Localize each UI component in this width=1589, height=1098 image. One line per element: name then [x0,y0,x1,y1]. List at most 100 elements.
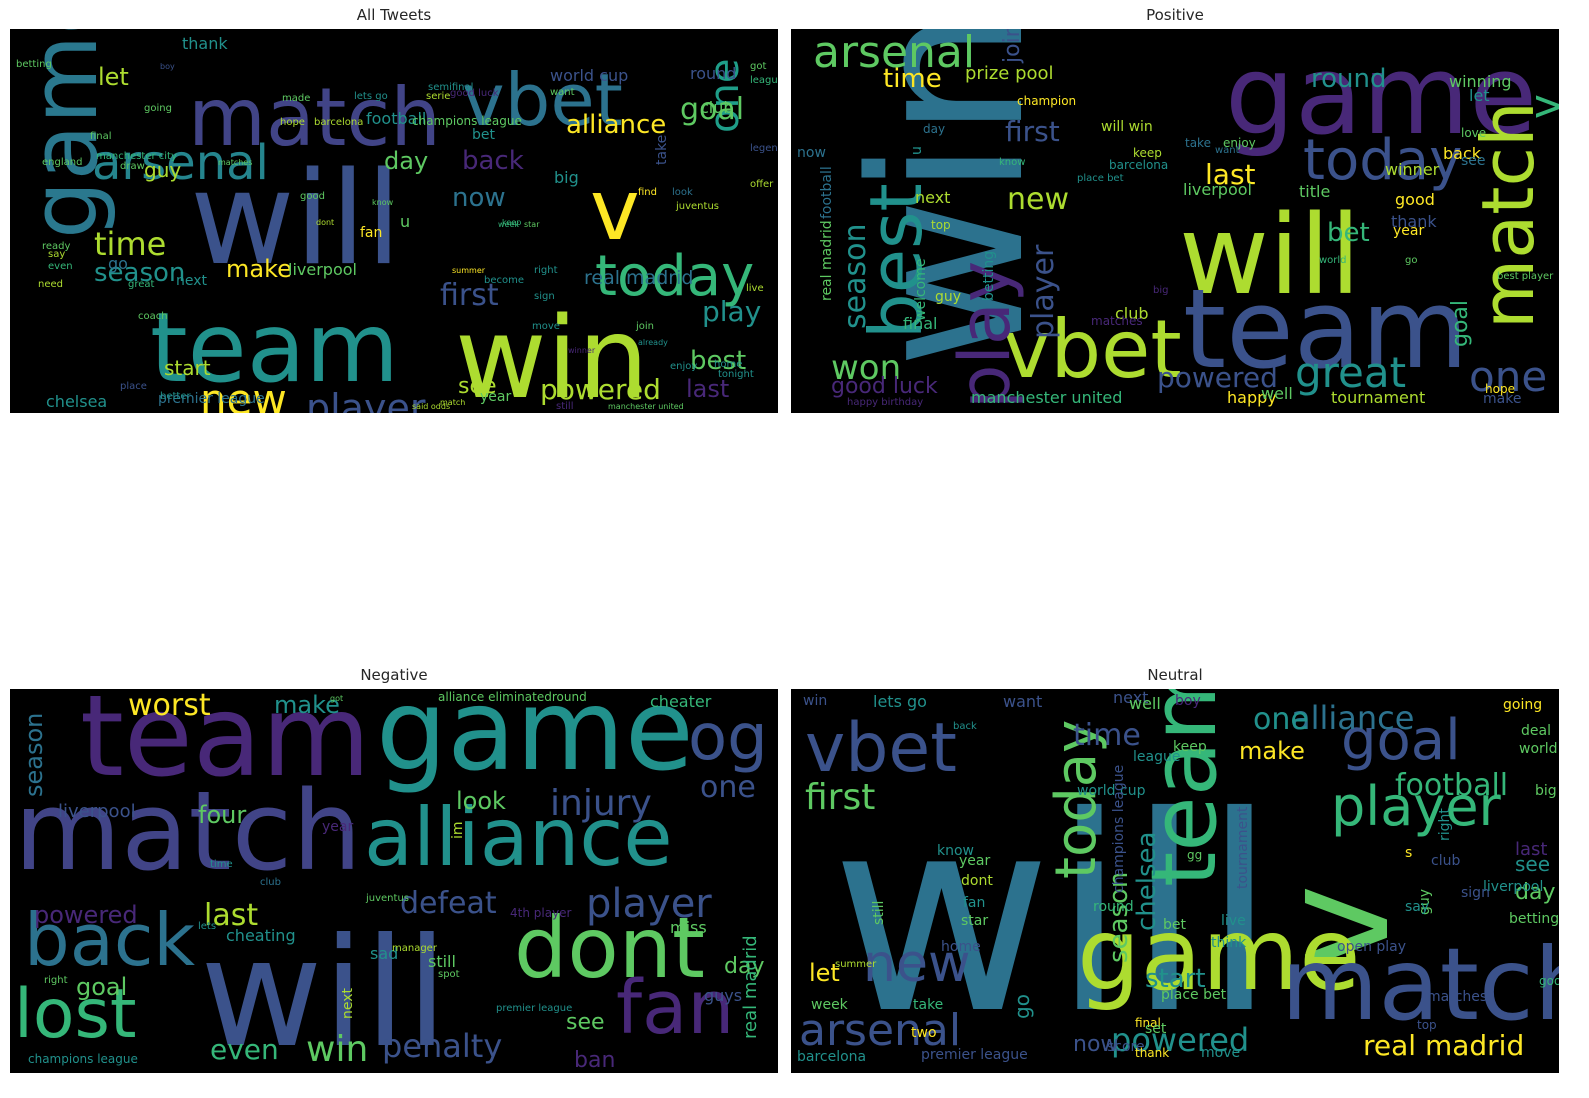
word-two: two [911,1025,937,1041]
word-guy: guy [1417,889,1433,915]
word-win: win [455,294,649,413]
word-join: join [1000,29,1025,64]
word-s: s [1405,845,1412,861]
word-semifinal: semifinal [428,82,473,93]
word-football: football [819,166,835,219]
word-manager: manager [392,943,438,954]
word-miss: miss [670,918,707,937]
word-matches: matches [1091,314,1143,328]
word-ban: ban [574,1048,615,1073]
word-win: win [826,29,1071,369]
word-one: one [700,770,756,805]
word-home: home [714,359,742,370]
title-positive: Positive [1146,6,1204,24]
word-vbet: vbet [1003,303,1182,396]
word-summer: summer [835,959,877,970]
word-enjoy: enjoy [1223,136,1256,150]
word-become: become [484,275,524,286]
word-team: team [80,689,371,802]
word-good: good [300,191,325,202]
word-back: back [462,146,524,176]
word-want: want [1003,692,1042,711]
word-back: back [1443,144,1482,163]
word-real-madrid: real madrid [740,935,761,1039]
word-player: player [586,881,712,927]
word-alliance: alliance [364,791,673,884]
word-im: im [450,821,466,839]
word-dont: dont [514,899,705,997]
word-matches: matches [1427,989,1487,1005]
word-prize-pool: prize pool [965,63,1054,84]
word-thank: thank [182,34,228,53]
word-hope: hope [1485,382,1515,396]
word-dont: dont [961,873,993,889]
word-team: team [1183,265,1468,393]
word-top: top [1417,1018,1437,1032]
word-day: day [724,954,764,979]
word-guys: guys [704,986,742,1005]
word-champions-league: champions league [1111,765,1127,893]
word-title: title [1299,182,1330,201]
word-sign: sign [1461,885,1490,901]
word-good: good [1539,974,1559,988]
word-new: new [863,934,970,994]
word-world: world [1319,255,1347,266]
word-want: want [550,87,575,98]
word-see: see [1461,153,1486,169]
wordcloud-all-tweets: will win team game match vbet v today arsenal new… [10,29,778,413]
word-summer: summer [452,266,486,275]
word-champions-league: champions league [412,114,522,128]
word-one: one [1469,352,1547,401]
word-one: one [1253,702,1309,737]
word-say: say [48,249,65,260]
word-place-bet: place bet [1077,173,1124,184]
word-defeat: defeat [400,886,497,921]
word-liverpool: liverpool [58,801,136,822]
word-bet: bet [1327,218,1370,248]
word-barcelona: barcelona [1109,158,1168,172]
word-v: v [1520,94,1559,119]
word-u: u [909,146,925,155]
word-see: see [458,374,497,399]
word-year: year [322,819,353,835]
word-great: great [1295,348,1406,397]
word-well: well [1129,694,1161,713]
word-one: one [702,59,748,133]
word-play: play [702,295,761,328]
word-alliance-eliminatedround: alliance eliminatedround [438,690,587,704]
word-match: match [14,767,362,895]
word-coach: coach [138,311,168,322]
word-last: last [204,898,258,933]
word-injury: injury [550,783,652,824]
word-chelsea: chelsea [46,392,107,411]
word-last: last [1515,839,1547,860]
word-powered: powered [1157,361,1278,394]
title-all-tweets: All Tweets [356,6,432,24]
word-premier-league: premier league [158,391,265,407]
word-league: league [750,75,778,86]
word-vbet: vbet [462,58,623,142]
word-player: player [1331,775,1502,838]
word-place: place [120,381,147,392]
wordcloud-positive: win will team game vbet best match play today ars… [791,29,1559,413]
word-match: match [440,398,465,407]
word-alliance: alliance [1291,699,1414,737]
word-last: last [1205,158,1256,191]
word-next: next [176,273,208,289]
word-liverpool: liverpool [1183,180,1252,199]
word-good-luck: good luck [831,374,938,399]
word-worst: worst [128,689,211,723]
word-make: make [1483,391,1521,407]
word-barcelona: barcelona [314,117,363,128]
word-champion: champion [1017,94,1076,108]
word-see: see [566,1010,605,1035]
word-today: today [1303,128,1462,193]
word-lets-go: lets go [873,692,927,711]
word-take: take [913,997,943,1013]
word-lost: lost [14,975,137,1054]
word-game: game [11,29,118,239]
word-know: know [372,198,394,207]
word-ready: ready [42,241,71,252]
